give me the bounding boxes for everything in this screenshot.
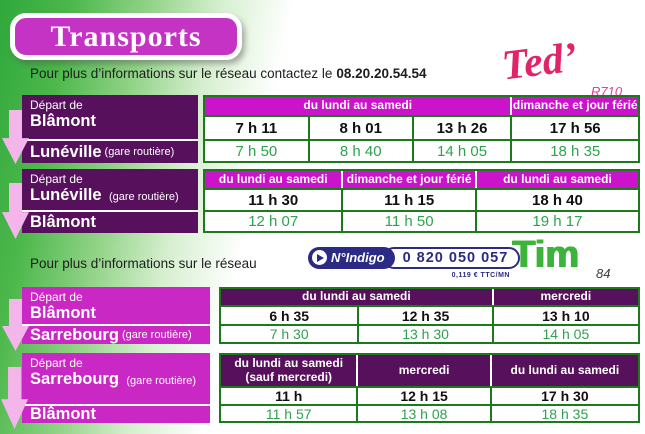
departure-time-cell: 13 h 10 — [491, 305, 638, 324]
play-icon — [312, 250, 327, 265]
departure-time-cell: 6 h 35 — [221, 305, 358, 324]
header-line-1: du lundi au samedi — [234, 355, 344, 370]
origin-city: Blâmont — [30, 304, 96, 322]
route-label: Départ de Sarrebourg (gare routière) Blâ… — [22, 353, 210, 423]
route-destination: Lunéville (gare routière) — [22, 139, 198, 163]
schedule-period-header: du lundi au samedi — [205, 171, 342, 188]
route-destination: Sarrebourg (gare routière) — [22, 324, 210, 344]
departure-prefix: Départ de — [30, 98, 83, 112]
schedule-period-header: du lundi au samedi — [221, 289, 492, 305]
schedule-period-header: du lundi au samedi — [205, 97, 511, 115]
timetable-blamont-sarrebourg: Départ de Blâmont Sarrebourg (gare routi… — [2, 287, 640, 351]
departure-time-cell: 13 h 26 — [411, 115, 511, 139]
indigo-pill: N°Indigo — [308, 247, 395, 269]
departure-time-cell: 11 h 30 — [205, 188, 342, 210]
arrival-time-cell: 13 h 30 — [357, 324, 492, 342]
schedule-period-header: mercredi — [491, 289, 638, 305]
schedule-period-header: dimanche et jour férié — [510, 97, 638, 115]
arrival-time-cell: 12 h 07 — [205, 210, 342, 231]
arrival-time-cell: 18 h 35 — [510, 139, 638, 161]
schedule-period-header: mercredi — [356, 355, 490, 386]
title-box: Transports — [10, 13, 242, 60]
destination-city: Sarrebourg — [30, 325, 119, 344]
route-origin: Départ de Blâmont — [22, 287, 210, 324]
ted-phone-number: 08.20.20.54.54 — [336, 66, 427, 81]
origin-city: Blâmont — [30, 112, 96, 130]
timetable-luneville-blamont: Départ de Lunéville (gare routière) Blâm… — [2, 169, 640, 239]
route-label: Départ de Lunéville (gare routière) Blâm… — [22, 169, 198, 233]
departure-time-cell: 8 h 01 — [307, 115, 412, 139]
indigo-label: N°Indigo — [331, 250, 385, 265]
schedule-grid: du lundi au samedi dimanche et jour féri… — [203, 169, 640, 233]
route-origin: Départ de Sarrebourg (gare routière) — [22, 353, 210, 404]
origin-suffix: (gare routière) — [108, 191, 179, 203]
destination-city: Blâmont — [30, 213, 96, 231]
departure-time-cell: 12 h 15 — [356, 386, 490, 404]
departure-time-cell: 17 h 30 — [489, 386, 638, 404]
tim-info-text: Pour plus d’informations sur le réseau — [30, 256, 257, 271]
arrival-time-cell: 7 h 50 — [205, 139, 308, 161]
origin-suffix: (gare routière) — [126, 375, 197, 387]
timetable-sarrebourg-blamont: Départ de Sarrebourg (gare routière) Blâ… — [1, 353, 640, 429]
schedule-period-header: du lundi au samedi — [474, 171, 638, 188]
schedule-grid: du lundi au samedi dimanche et jour féri… — [203, 95, 640, 163]
arrival-time-cell: 14 h 05 — [491, 324, 638, 342]
departure-prefix: Départ de — [30, 172, 83, 186]
route-destination: Blâmont — [22, 210, 198, 233]
arrival-time-cell: 8 h 40 — [307, 139, 412, 161]
schedule-period-header: du lundi au samedi — [489, 355, 638, 386]
tim-info-line: Pour plus d’informations sur le réseau — [30, 256, 257, 271]
arrival-time-cell: 13 h 08 — [356, 404, 490, 422]
ted-info-line: Pour plus d’informations sur le réseau c… — [30, 66, 427, 81]
route-origin: Départ de Blâmont — [22, 95, 198, 139]
departure-time-cell: 11 h 15 — [341, 188, 475, 210]
departure-prefix: Départ de — [30, 290, 83, 304]
route-label: Départ de Blâmont Sarrebourg (gare routi… — [22, 287, 210, 344]
departure-time-cell: 12 h 35 — [357, 305, 492, 324]
schedule-period-header: du lundi au samedi (sauf mercredi) — [221, 355, 357, 386]
route-destination: Blâmont — [22, 404, 210, 423]
arrival-time-cell: 7 h 30 — [221, 324, 358, 342]
route-label: Départ de Blâmont Lunéville (gare routiè… — [22, 95, 198, 163]
departure-prefix: Départ de — [30, 356, 83, 370]
arrival-time-cell: 18 h 35 — [489, 404, 638, 422]
arrival-time-cell: 11 h 57 — [221, 404, 357, 422]
origin-city: Sarrebourg — [30, 370, 119, 388]
destination-city: Lunéville — [30, 142, 102, 161]
tim-route-number: 84 — [596, 266, 611, 281]
departure-time-cell: 17 h 56 — [510, 115, 638, 139]
schedule-grid: du lundi au samedi mercredi 6 h 35 12 h … — [219, 287, 640, 344]
departure-time-cell: 18 h 40 — [474, 188, 638, 210]
arrival-time-cell: 11 h 50 — [341, 210, 475, 231]
destination-suffix: (gare routière) — [104, 146, 175, 158]
ted-info-text: Pour plus d’informations sur le réseau c… — [30, 66, 333, 81]
departure-time-cell: 7 h 11 — [205, 115, 308, 139]
indigo-phone-badge: N°Indigo 0 820 050 057 — [308, 247, 521, 269]
destination-suffix: (gare routière) — [121, 329, 192, 341]
destination-city: Blâmont — [30, 405, 96, 423]
ted-logo: Ted’ — [499, 34, 580, 90]
tim-logo: Tim — [512, 234, 579, 276]
route-origin: Départ de Lunéville (gare routière) — [22, 169, 198, 210]
timetable-blamont-luneville: Départ de Blâmont Lunéville (gare routiè… — [2, 95, 640, 164]
departure-time-cell: 11 h — [221, 386, 357, 404]
header-line-2: (sauf mercredi) — [245, 369, 333, 384]
arrival-time-cell: 14 h 05 — [411, 139, 511, 161]
indigo-rate: 0,119 € TTC/MN — [451, 272, 510, 279]
page-title: Transports — [50, 19, 202, 53]
schedule-period-header: dimanche et jour férié — [341, 171, 475, 188]
arrival-time-cell: 19 h 17 — [474, 210, 638, 231]
origin-city: Lunéville — [30, 186, 102, 204]
schedule-grid: du lundi au samedi (sauf mercredi) mercr… — [219, 353, 640, 423]
indigo-number: 0 820 050 057 — [382, 247, 521, 269]
